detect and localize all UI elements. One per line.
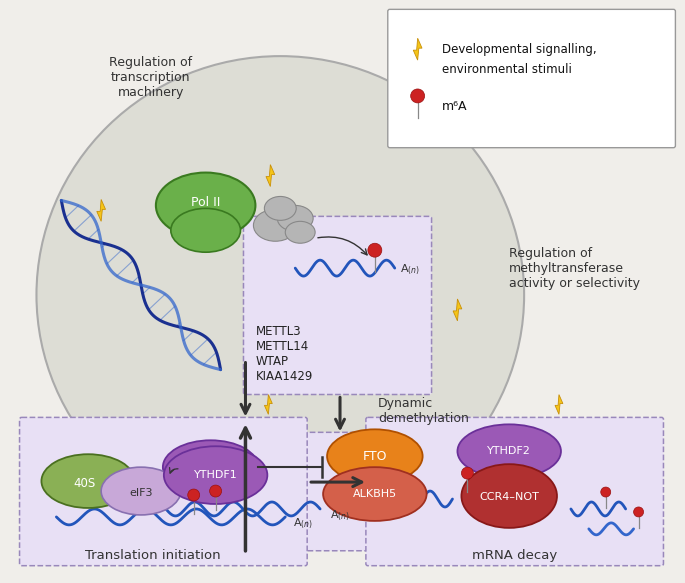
Circle shape: [368, 243, 382, 257]
Text: A$_{(n)}$: A$_{(n)}$: [400, 263, 420, 278]
FancyBboxPatch shape: [20, 417, 307, 566]
Text: 40S: 40S: [73, 476, 95, 490]
FancyBboxPatch shape: [388, 9, 675, 147]
Text: Pol II: Pol II: [191, 196, 221, 209]
Ellipse shape: [285, 222, 315, 243]
Ellipse shape: [101, 467, 181, 515]
Circle shape: [601, 487, 611, 497]
Polygon shape: [266, 164, 275, 187]
Text: Translation initiation: Translation initiation: [85, 549, 221, 562]
Text: Developmental signalling,: Developmental signalling,: [442, 43, 596, 55]
Text: FTO: FTO: [362, 449, 387, 463]
Ellipse shape: [253, 209, 297, 241]
Text: CCR4–NOT: CCR4–NOT: [479, 492, 539, 502]
Text: A$_{(n)}$: A$_{(n)}$: [330, 509, 350, 523]
Polygon shape: [413, 38, 422, 60]
Ellipse shape: [323, 467, 427, 521]
Ellipse shape: [41, 454, 135, 508]
Circle shape: [634, 507, 644, 517]
Ellipse shape: [264, 196, 296, 220]
Text: YTHDF2: YTHDF2: [188, 462, 233, 472]
Text: environmental stimuli: environmental stimuli: [442, 62, 571, 76]
Polygon shape: [555, 395, 563, 415]
Ellipse shape: [164, 446, 267, 504]
Circle shape: [411, 89, 425, 103]
Text: A$_{(n)}$: A$_{(n)}$: [293, 517, 313, 531]
FancyBboxPatch shape: [366, 417, 664, 566]
FancyBboxPatch shape: [243, 216, 432, 395]
Text: METTL3
METTL14
WTAP
KIAA1429: METTL3 METTL14 WTAP KIAA1429: [256, 325, 313, 383]
Circle shape: [462, 467, 473, 479]
Ellipse shape: [171, 208, 240, 252]
Text: Regulation of
transcription
machinery: Regulation of transcription machinery: [110, 56, 192, 99]
Polygon shape: [453, 299, 462, 321]
Circle shape: [188, 489, 200, 501]
Ellipse shape: [327, 429, 423, 483]
Ellipse shape: [462, 464, 557, 528]
Circle shape: [210, 485, 221, 497]
Text: mRNA decay: mRNA decay: [471, 549, 557, 562]
FancyBboxPatch shape: [154, 433, 451, 551]
Text: eIF3: eIF3: [129, 488, 153, 498]
Ellipse shape: [163, 440, 258, 494]
Ellipse shape: [36, 56, 524, 534]
Ellipse shape: [156, 173, 256, 238]
Text: YTHDF2: YTHDF2: [487, 446, 531, 456]
Polygon shape: [264, 395, 273, 415]
Text: Dynamic
demethylation: Dynamic demethylation: [378, 398, 469, 426]
Text: Regulation of
methyltransferase
activity or selectivity: Regulation of methyltransferase activity…: [509, 247, 640, 290]
Text: ALKBH5: ALKBH5: [353, 489, 397, 499]
Ellipse shape: [277, 205, 313, 231]
Text: m⁶A: m⁶A: [442, 100, 467, 113]
Polygon shape: [97, 199, 105, 222]
Text: YTHDF1: YTHDF1: [194, 470, 238, 480]
Ellipse shape: [458, 424, 561, 478]
